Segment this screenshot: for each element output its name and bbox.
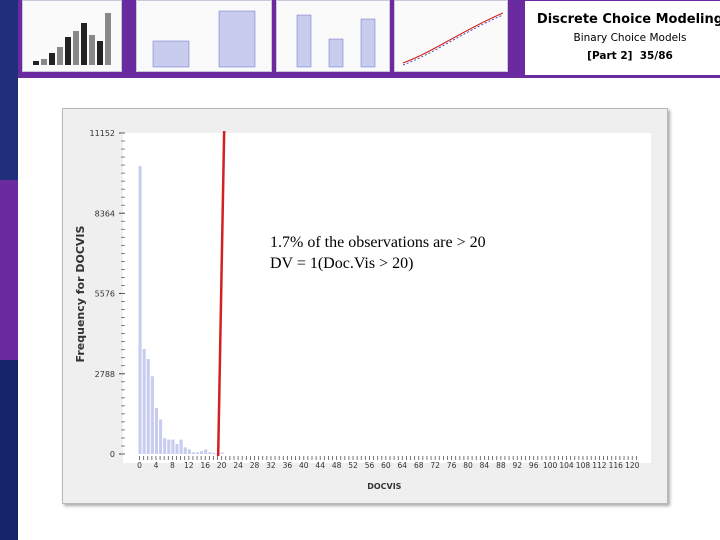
histogram-bar <box>187 449 191 454</box>
y-tick-label: 2788 <box>95 370 115 379</box>
header-band: Discrete Choice Modeling Binary Choice M… <box>18 0 720 78</box>
x-tick-label: 68 <box>414 461 424 470</box>
x-tick-label: 16 <box>200 461 210 470</box>
x-tick-label: 96 <box>529 461 539 470</box>
histogram-bar <box>167 439 171 454</box>
x-tick-label: 28 <box>250 461 260 470</box>
x-tick-label: 48 <box>332 461 342 470</box>
x-tick-label: 56 <box>365 461 375 470</box>
page-number: 35/86 <box>639 50 673 62</box>
x-tick-label: 4 <box>154 461 159 470</box>
y-tick-label: 5576 <box>95 290 115 299</box>
histogram-bar <box>183 447 187 454</box>
histogram-bar <box>208 452 212 454</box>
slide-title-box: Discrete Choice Modeling Binary Choice M… <box>525 1 720 75</box>
thumbnail-three-bar-chart <box>276 0 390 72</box>
histogram-bar <box>200 451 204 454</box>
y-tick-label: 0 <box>110 450 115 459</box>
x-tick-label: 40 <box>299 461 309 470</box>
thumbnail-two-bar-chart <box>136 0 272 72</box>
x-tick-label: 84 <box>480 461 490 470</box>
histogram-bar <box>150 376 154 454</box>
x-tick-label: 76 <box>447 461 457 470</box>
histogram-bar <box>175 443 179 454</box>
x-tick-label: 32 <box>266 461 276 470</box>
left-stripe-bottom <box>0 360 18 540</box>
x-tick-label: 104 <box>559 461 574 470</box>
histogram-bar <box>220 452 224 454</box>
left-stripe-middle <box>0 180 18 360</box>
x-tick-label: 8 <box>170 461 175 470</box>
y-tick-label: 11152 <box>90 129 115 138</box>
histogram-bar <box>142 348 146 454</box>
x-tick-label: 44 <box>315 461 325 470</box>
part-label: [Part 2] <box>587 50 633 62</box>
plot-area <box>123 133 651 463</box>
histogram-bar <box>195 452 200 454</box>
histogram-panel: 0 2788 5576 8364 11152 Frequency for DOCVIS 0 4… <box>62 108 668 504</box>
annotation-line-1: 1.7% of the observations are > 20 <box>270 234 486 251</box>
x-tick-label: 12 <box>184 461 194 470</box>
histogram-bar <box>159 419 163 454</box>
x-tick-label: 116 <box>609 461 624 470</box>
threshold-line <box>216 130 226 457</box>
histogram-bar <box>191 452 195 454</box>
x-axis-label: DOCVIS <box>367 482 401 491</box>
x-tick-label: 120 <box>625 461 640 470</box>
histogram-bar <box>146 359 150 454</box>
annotation-line-2: DV = 1(Doc.Vis > 20) <box>270 255 414 272</box>
x-tick-label: 100 <box>543 461 558 470</box>
x-tick-label: 60 <box>381 461 391 470</box>
x-tick-label: 36 <box>283 461 293 470</box>
histogram-bar <box>204 449 208 454</box>
x-tick-label: 88 <box>496 461 506 470</box>
x-tick-label: 20 <box>217 461 227 470</box>
x-tick-label: 108 <box>576 461 591 470</box>
slide-subtitle: Binary Choice Models <box>573 32 687 44</box>
y-tick-label: 8364 <box>95 209 115 218</box>
thumbnail-curve-chart <box>394 0 508 72</box>
x-tick-label: 64 <box>398 461 408 470</box>
thumbnail-bar-chart <box>22 0 122 72</box>
histogram-bar <box>163 438 167 454</box>
slide-title: Discrete Choice Modeling <box>536 12 720 27</box>
annotation-text: 1.7% of the observations are > 20 DV = 1… <box>270 232 486 274</box>
histogram-bar <box>154 407 159 454</box>
x-tick-label: 24 <box>233 461 243 470</box>
left-stripe-top <box>0 0 18 180</box>
y-axis-label: Frequency for DOCVIS <box>74 225 87 362</box>
histogram-bar <box>212 452 216 454</box>
histogram-bar <box>179 439 183 454</box>
x-tick-label: 72 <box>430 461 440 470</box>
slide-page-info: [Part 2] 35/86 <box>527 50 720 62</box>
x-tick-label: 52 <box>348 461 358 470</box>
histogram-bar <box>138 166 142 455</box>
x-tick-label: 92 <box>513 461 523 470</box>
x-tick-label: 0 <box>137 461 142 470</box>
x-tick-label: 112 <box>592 461 607 470</box>
x-tick-label: 80 <box>463 461 473 470</box>
histogram-bar <box>171 439 175 454</box>
